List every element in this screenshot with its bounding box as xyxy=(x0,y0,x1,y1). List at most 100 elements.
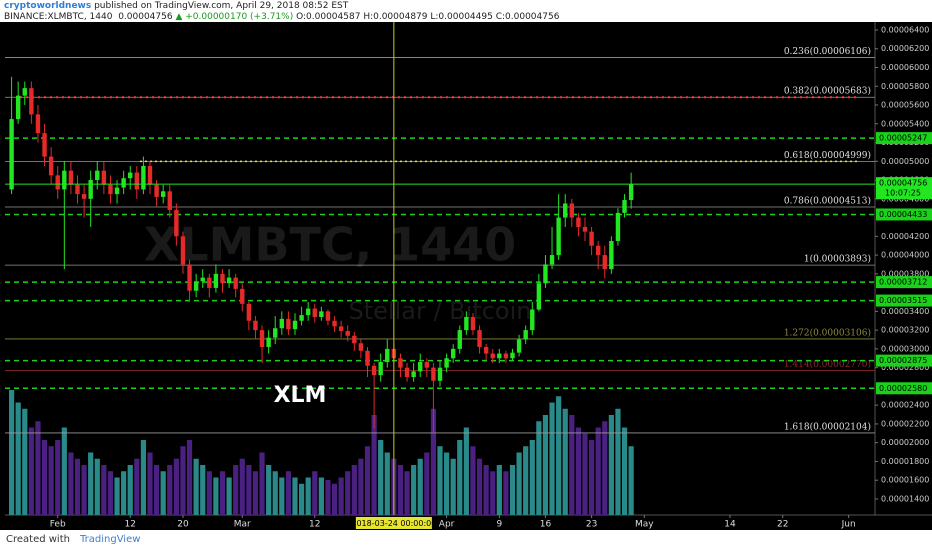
y-tick-label: 0.00006200 xyxy=(881,44,929,53)
volume-bar xyxy=(371,415,377,515)
candle-body xyxy=(95,170,100,181)
volume-bar xyxy=(588,440,595,515)
candle-body xyxy=(589,231,594,246)
volume-bar xyxy=(384,452,390,515)
candle-body xyxy=(180,236,186,265)
y-tick-label: 0.00004000 xyxy=(881,251,929,260)
volume-bar xyxy=(107,471,114,515)
candle-body xyxy=(483,347,489,354)
volume-bar xyxy=(496,465,502,515)
volume-bar xyxy=(200,465,206,515)
volume-bar xyxy=(35,421,41,515)
volume-bar xyxy=(140,440,147,515)
volume-bar xyxy=(167,465,173,515)
volume-bar xyxy=(153,465,160,515)
price-axis xyxy=(875,22,932,530)
candle-body xyxy=(431,367,436,381)
countdown: 10:07:25 xyxy=(885,189,921,198)
candle-body xyxy=(523,330,528,340)
published: published on TradingView.com, April 29, … xyxy=(94,1,349,11)
y-tick-label: 0.00002200 xyxy=(881,419,929,428)
candle-body xyxy=(358,343,364,351)
y-tick-label: 0.00005800 xyxy=(881,82,929,91)
candle-body xyxy=(259,330,265,348)
volume-bar xyxy=(28,427,34,515)
candle-body xyxy=(68,170,74,185)
candle-body xyxy=(319,311,324,317)
y-tick-label: 0.00003000 xyxy=(881,344,929,353)
candle-body xyxy=(332,320,337,327)
y-tick-label: 0.00006000 xyxy=(881,63,929,72)
volume-bar xyxy=(233,465,239,515)
volume-bar xyxy=(88,452,94,515)
volume-bar xyxy=(476,458,483,515)
volume-bar xyxy=(193,458,199,515)
volume-bar xyxy=(523,446,529,515)
volume-bar xyxy=(509,465,516,515)
candle-body xyxy=(101,170,107,185)
candle-body xyxy=(470,316,476,331)
candle-body xyxy=(207,277,212,288)
candle-body xyxy=(48,156,54,176)
volume-bar xyxy=(173,458,179,515)
footer: Created with TradingView xyxy=(0,530,932,550)
candle-body xyxy=(108,184,113,195)
fib-label: 0.786(0.00004513) xyxy=(784,195,871,206)
volume-bar xyxy=(503,471,509,515)
cursor-label: 2018-03-24 00:00:00 xyxy=(351,519,436,528)
low: L:0.00004495 xyxy=(430,12,493,22)
volume-bar xyxy=(246,465,252,515)
volume-bar xyxy=(331,483,338,515)
volume-bar xyxy=(430,408,437,515)
symbol: BINANCE:XLMBTC, 1440 xyxy=(4,12,113,22)
volume-bar xyxy=(114,477,120,515)
volume-bar xyxy=(443,452,450,515)
y-tick-label: 0.00005600 xyxy=(881,101,929,110)
author[interactable]: cryptoworldnews xyxy=(4,1,92,11)
volume-bar xyxy=(285,471,292,515)
fib-label: 1(0.00003893) xyxy=(804,254,871,265)
volume-bar xyxy=(55,440,61,515)
candle-body xyxy=(622,200,627,213)
created: Created with xyxy=(6,534,70,545)
candle-body xyxy=(305,308,311,316)
volume-bar xyxy=(457,440,463,515)
price-tag-label: 0.00002580 xyxy=(879,384,927,393)
price-tag-label: 0.00004433 xyxy=(879,210,927,219)
x-tick-label: 9 xyxy=(496,520,502,530)
cursor-tag xyxy=(355,517,432,529)
candle-body xyxy=(398,358,403,368)
candle-body xyxy=(497,353,502,359)
volume-bar xyxy=(483,465,489,515)
candle-body xyxy=(404,367,410,378)
fib-label: 1.414(0.00002770) xyxy=(784,359,871,370)
candle-body xyxy=(595,245,601,256)
candle-body xyxy=(424,362,430,368)
candle-body xyxy=(141,165,146,190)
x-tick-label: 16 xyxy=(540,520,552,530)
volume-bar xyxy=(404,471,410,515)
x-tick-label: Mar xyxy=(234,520,251,530)
change: ▲ +0.00000170 (+3.71%) xyxy=(175,12,294,22)
y-tick-label: 0.00003200 xyxy=(881,326,929,335)
candle-body xyxy=(602,255,607,270)
x-tick-label: Apr xyxy=(439,520,455,530)
volume-bar xyxy=(470,446,476,515)
volume-bar xyxy=(48,446,54,515)
volume-bar xyxy=(556,396,562,515)
y-tick-label: 0.00001600 xyxy=(881,476,929,485)
candle-body xyxy=(569,203,575,218)
brand[interactable]: TradingView xyxy=(80,534,141,545)
candle-body xyxy=(75,184,80,195)
candle-body xyxy=(536,283,542,310)
volume-bar xyxy=(68,452,74,515)
candle-body xyxy=(444,358,449,368)
candle-body xyxy=(174,210,179,237)
candle-body xyxy=(273,328,278,338)
price-tag-label: 0.00005247 xyxy=(879,134,927,143)
candle-body xyxy=(543,264,548,284)
y-tick-label: 0.00003400 xyxy=(881,307,929,316)
watermark: XLMBTC, 1440 xyxy=(144,218,516,272)
candle-body xyxy=(220,273,225,284)
